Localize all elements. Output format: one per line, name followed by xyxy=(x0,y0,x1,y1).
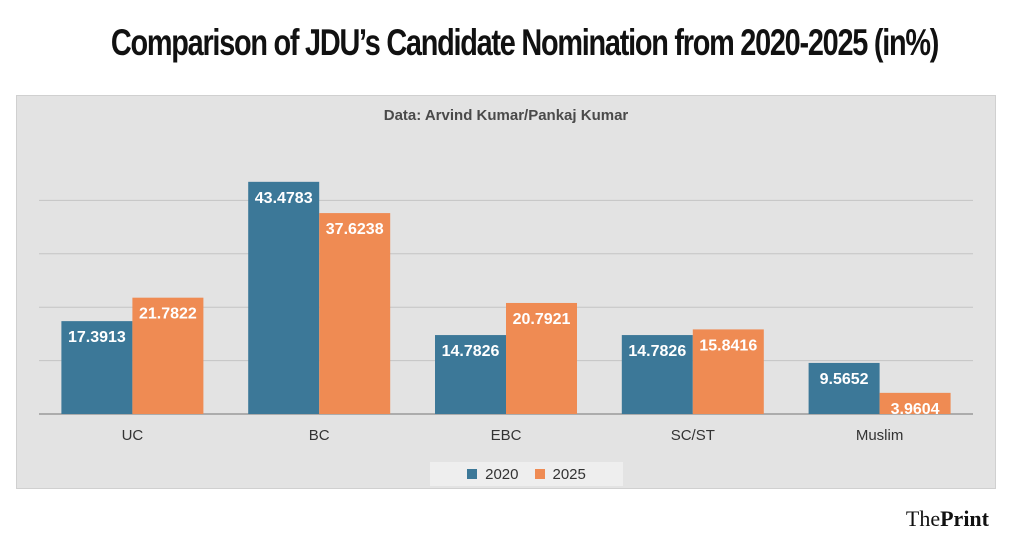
brand-prefix: The xyxy=(905,506,941,531)
legend-item-2025: 2025 xyxy=(534,465,586,483)
bar-2025-muslim xyxy=(879,392,951,414)
bar-2025-sc-st xyxy=(692,329,764,414)
chart-legend: 2020 2025 xyxy=(430,462,623,486)
brand-logo: ThePrint xyxy=(906,506,989,532)
data-label: 14.7826 xyxy=(628,343,686,360)
data-label: 43.4783 xyxy=(255,190,313,207)
data-label: 21.7822 xyxy=(139,306,197,323)
chart-panel: 17.3913 21.7822 UC 43.4783 37.6238 BC 14.7826 2… xyxy=(16,95,996,489)
legend-label-2020: 2020 xyxy=(485,465,519,483)
bar-2025-bc xyxy=(319,213,391,414)
x-tick-label: Muslim xyxy=(856,427,904,444)
legend-swatch-2025 xyxy=(534,469,545,479)
bar-2025-uc xyxy=(132,297,204,414)
data-label: 3.9604 xyxy=(891,401,940,418)
bar-2020-sc-st xyxy=(621,335,693,414)
legend-label-2025: 2025 xyxy=(552,465,586,483)
chart-subtitle: Data: Arvind Kumar/Pankaj Kumar xyxy=(383,107,629,124)
legend-item-2020: 2020 xyxy=(467,465,519,483)
bar-2020-uc xyxy=(61,321,133,414)
x-tick-label: UC xyxy=(122,427,144,444)
data-label: 20.7921 xyxy=(513,311,571,328)
legend-swatch-2020 xyxy=(467,469,478,479)
x-tick-label: EBC xyxy=(491,427,522,444)
data-label: 15.8416 xyxy=(699,337,757,354)
bar-2020-muslim xyxy=(808,362,880,414)
x-tick-label: SC/ST xyxy=(671,427,715,444)
data-label: 17.3913 xyxy=(68,329,126,346)
data-label: 14.7826 xyxy=(442,343,500,360)
data-label: 37.6238 xyxy=(326,221,384,238)
x-tick-label: BC xyxy=(309,427,330,444)
data-label: 9.5652 xyxy=(820,371,869,388)
bar-2020-ebc xyxy=(435,335,506,414)
page-title: Comparison of JDU’s Candidate Nomination… xyxy=(110,22,939,63)
bar-2020-bc xyxy=(248,181,320,414)
bar-2025-ebc xyxy=(506,302,577,414)
bar-chart: 17.3913 21.7822 UC 43.4783 37.6238 BC 14.7826 2… xyxy=(39,181,973,444)
brand-name: Print xyxy=(940,506,989,531)
